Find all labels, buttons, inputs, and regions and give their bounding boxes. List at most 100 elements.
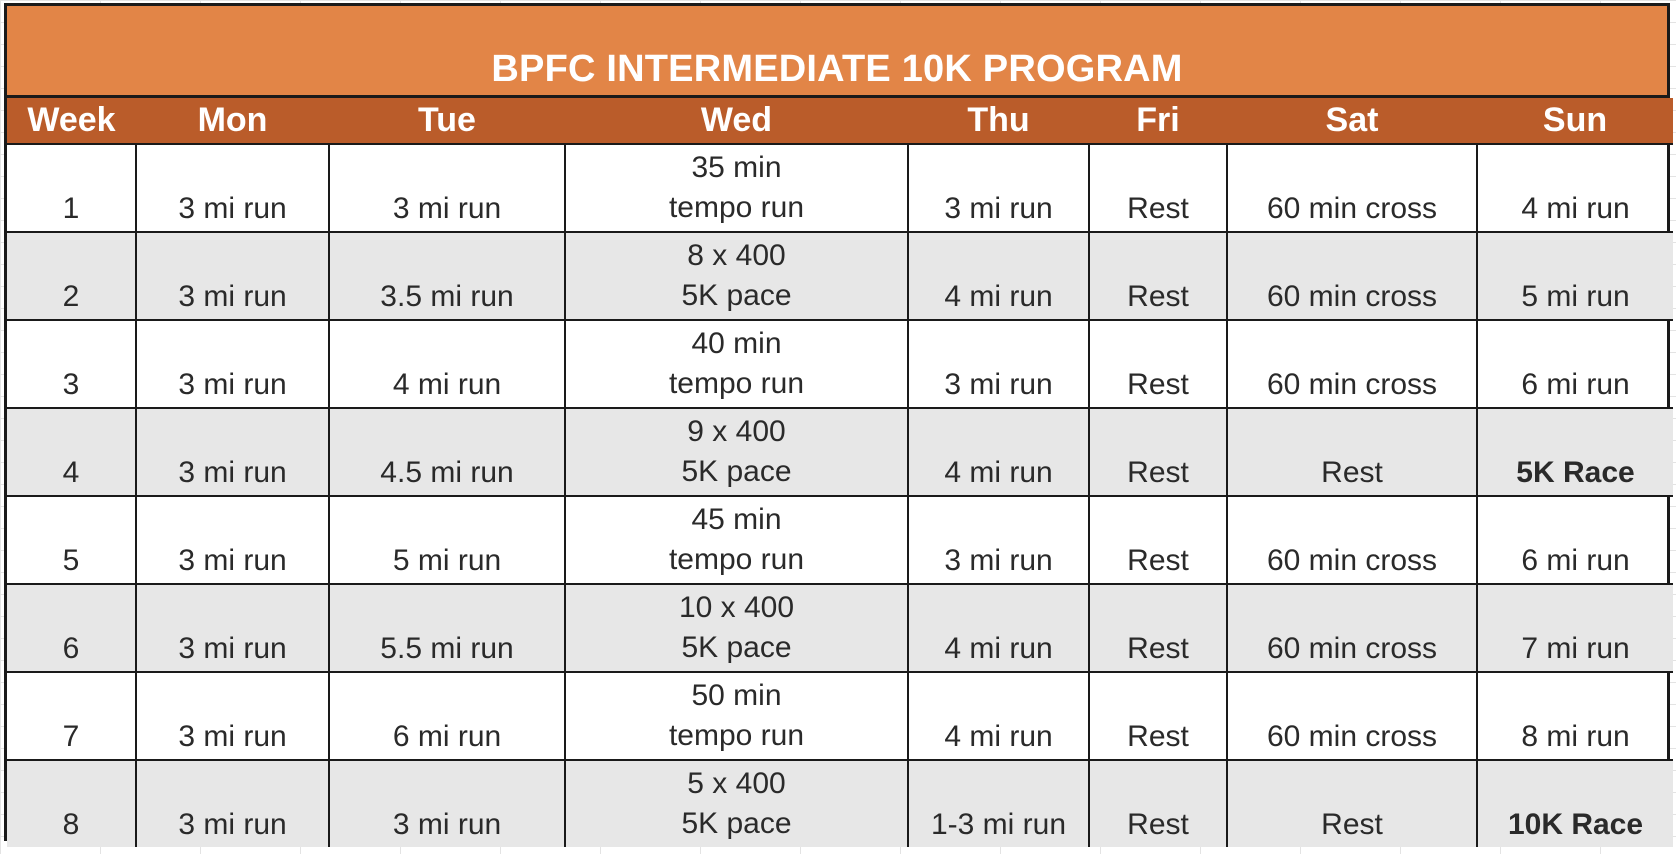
mon-cell[interactable]: 3 mi run xyxy=(135,407,330,497)
wed-cell[interactable]: 40 min tempo run xyxy=(564,319,909,409)
thu-cell[interactable]: 3 mi run xyxy=(907,319,1090,409)
sat-cell[interactable]: Rest xyxy=(1226,759,1478,847)
fri-cell[interactable]: Rest xyxy=(1088,144,1228,233)
week-cell[interactable]: 2 xyxy=(7,231,137,321)
sat-cell[interactable]: 60 min cross xyxy=(1226,671,1478,761)
wed-cell[interactable]: 9 x 400 5K pace xyxy=(564,407,909,497)
sat-cell[interactable]: Rest xyxy=(1226,407,1478,497)
wed-line-2: tempo run xyxy=(668,191,805,224)
sun-cell[interactable]: 7 mi run xyxy=(1476,583,1673,673)
wed-line-1: 45 min xyxy=(691,503,782,536)
week-cell[interactable]: 3 xyxy=(7,319,137,409)
fri-cell[interactable]: Rest xyxy=(1088,583,1228,673)
header-fri[interactable]: Fri xyxy=(1089,98,1227,145)
week-cell[interactable]: 8 xyxy=(7,759,137,847)
thu-cell[interactable]: 3 mi run xyxy=(907,144,1090,233)
mon-cell[interactable]: 3 mi run xyxy=(135,144,330,233)
thu-cell[interactable]: 4 mi run xyxy=(907,583,1090,673)
sat-cell[interactable]: 60 min cross xyxy=(1226,231,1478,321)
wed-line-2: tempo run xyxy=(668,543,805,576)
wed-line-1: 50 min xyxy=(691,679,782,712)
week-cell[interactable]: 5 xyxy=(7,495,137,585)
sun-cell[interactable]: 5K Race xyxy=(1476,407,1673,497)
thu-cell[interactable]: 1-3 mi run xyxy=(907,759,1090,847)
program-title: BPFC INTERMEDIATE 10K PROGRAM xyxy=(491,48,1183,90)
wed-cell[interactable]: 10 x 400 5K pace xyxy=(564,583,909,673)
tue-cell[interactable]: 3 mi run xyxy=(328,759,566,847)
tue-cell[interactable]: 4 mi run xyxy=(328,319,566,409)
header-week[interactable]: Week xyxy=(7,98,136,145)
tue-cell[interactable]: 4.5 mi run xyxy=(328,407,566,497)
wed-line-1: 10 x 400 xyxy=(678,591,795,624)
mon-cell[interactable]: 3 mi run xyxy=(135,231,330,321)
week-cell[interactable]: 1 xyxy=(7,144,137,233)
header-mon[interactable]: Mon xyxy=(136,98,329,145)
header-sat[interactable]: Sat xyxy=(1227,98,1477,145)
wed-line-2: tempo run xyxy=(668,719,805,752)
training-program-table: BPFC INTERMEDIATE 10K PROGRAM Week Mon T… xyxy=(4,3,1673,847)
wed-cell[interactable]: 5 x 400 5K pace xyxy=(564,759,909,847)
sun-cell[interactable]: 5 mi run xyxy=(1476,231,1673,321)
wed-cell[interactable]: 45 min tempo run xyxy=(564,495,909,585)
fri-cell[interactable]: Rest xyxy=(1088,231,1228,321)
wed-line-1: 8 x 400 xyxy=(687,239,786,272)
sat-cell[interactable]: 60 min cross xyxy=(1226,144,1478,233)
wed-line-2: 5K pace xyxy=(681,279,792,312)
thu-cell[interactable]: 4 mi run xyxy=(907,407,1090,497)
fri-cell[interactable]: Rest xyxy=(1088,495,1228,585)
tue-cell[interactable]: 5.5 mi run xyxy=(328,583,566,673)
fri-cell[interactable]: Rest xyxy=(1088,759,1228,847)
mon-cell[interactable]: 3 mi run xyxy=(135,319,330,409)
sun-cell[interactable]: 6 mi run xyxy=(1476,495,1673,585)
tue-cell[interactable]: 3 mi run xyxy=(328,144,566,233)
sat-cell[interactable]: 60 min cross xyxy=(1226,319,1478,409)
week-cell[interactable]: 7 xyxy=(7,671,137,761)
wed-line-1: 40 min xyxy=(691,327,782,360)
wed-line-1: 5 x 400 xyxy=(687,767,786,800)
fri-cell[interactable]: Rest xyxy=(1088,407,1228,497)
wed-line-1: 9 x 400 xyxy=(687,415,786,448)
week-cell[interactable]: 4 xyxy=(7,407,137,497)
header-wed[interactable]: Wed xyxy=(565,98,908,145)
sat-cell[interactable]: 60 min cross xyxy=(1226,583,1478,673)
title-band: BPFC INTERMEDIATE 10K PROGRAM xyxy=(7,6,1667,98)
sun-cell[interactable]: 6 mi run xyxy=(1476,319,1673,409)
thu-cell[interactable]: 3 mi run xyxy=(907,495,1090,585)
wed-cell[interactable]: 50 min tempo run xyxy=(564,671,909,761)
tue-cell[interactable]: 6 mi run xyxy=(328,671,566,761)
fri-cell[interactable]: Rest xyxy=(1088,319,1228,409)
sun-cell[interactable]: 4 mi run xyxy=(1476,144,1673,233)
sun-cell[interactable]: 8 mi run xyxy=(1476,671,1673,761)
week-cell[interactable]: 6 xyxy=(7,583,137,673)
wed-line-2: tempo run xyxy=(668,367,805,400)
mon-cell[interactable]: 3 mi run xyxy=(135,495,330,585)
wed-line-2: 5K pace xyxy=(681,455,792,488)
tue-cell[interactable]: 5 mi run xyxy=(328,495,566,585)
mon-cell[interactable]: 3 mi run xyxy=(135,759,330,847)
header-tue[interactable]: Tue xyxy=(329,98,565,145)
header-thu[interactable]: Thu xyxy=(908,98,1089,145)
sun-cell[interactable]: 10K Race xyxy=(1476,759,1673,847)
tue-cell[interactable]: 3.5 mi run xyxy=(328,231,566,321)
wed-cell[interactable]: 8 x 400 5K pace xyxy=(564,231,909,321)
sat-cell[interactable]: 60 min cross xyxy=(1226,495,1478,585)
header-row: Week Mon Tue Wed Thu Fri Sat Sun xyxy=(7,98,1673,145)
wed-cell[interactable]: 35 min tempo run xyxy=(564,144,909,233)
thu-cell[interactable]: 4 mi run xyxy=(907,671,1090,761)
header-sun[interactable]: Sun xyxy=(1477,98,1673,145)
thu-cell[interactable]: 4 mi run xyxy=(907,231,1090,321)
wed-line-2: 5K pace xyxy=(681,631,792,664)
mon-cell[interactable]: 3 mi run xyxy=(135,583,330,673)
wed-line-2: 5K pace xyxy=(681,807,792,840)
mon-cell[interactable]: 3 mi run xyxy=(135,671,330,761)
fri-cell[interactable]: Rest xyxy=(1088,671,1228,761)
wed-line-1: 35 min xyxy=(691,151,782,184)
